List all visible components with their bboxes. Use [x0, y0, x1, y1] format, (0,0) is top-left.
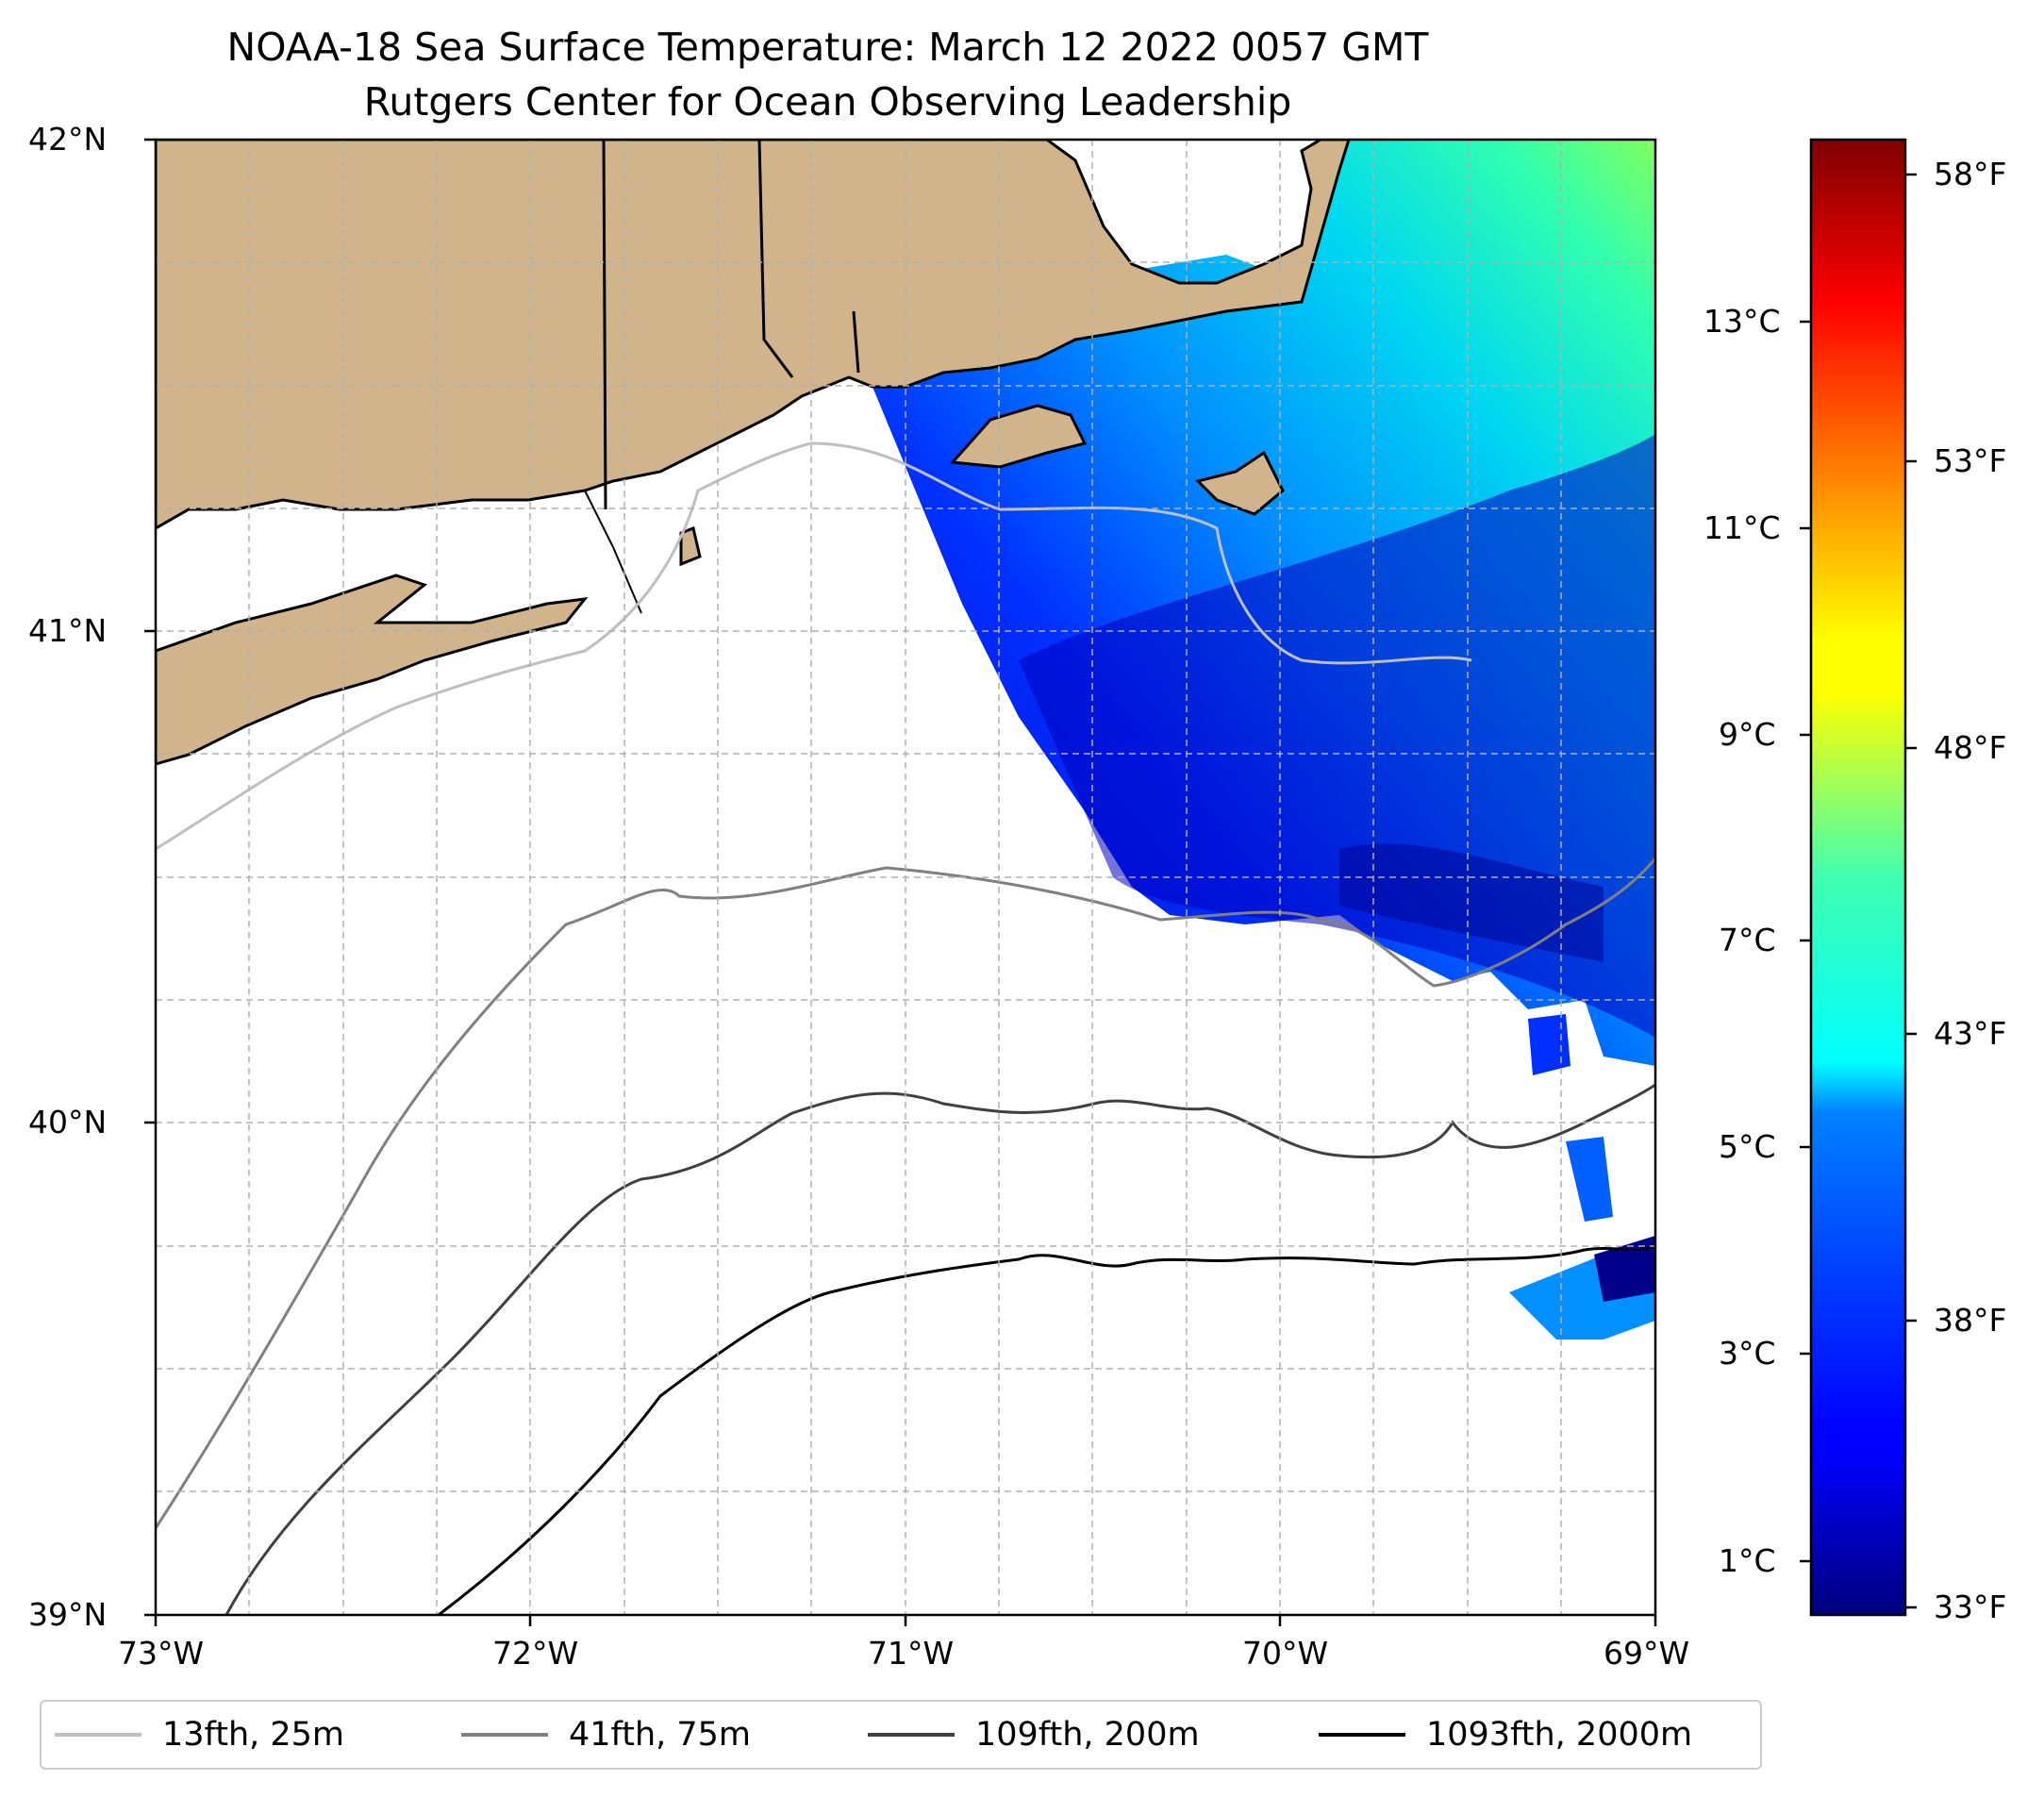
contour-25m — [156, 441, 1472, 851]
land-nantucket — [1195, 450, 1285, 516]
legend-item-75m: 41fth, 75m — [461, 1702, 751, 1768]
contour-75m — [156, 857, 1655, 1529]
colorbar-celsius-label: 11°C — [1703, 509, 1781, 546]
lat-tick-label: 40°N — [28, 1104, 108, 1140]
colorbar — [1809, 138, 1907, 1617]
legend-item-2000m: 1093fth, 2000m — [1319, 1702, 1692, 1768]
colorbar-celsius-label: 5°C — [1719, 1128, 1776, 1165]
legend-swatch-200m — [868, 1733, 955, 1737]
legend-label: 109fth, 200m — [975, 1716, 1200, 1754]
figure-title-line1: NOAA-18 Sea Surface Temperature: March 1… — [226, 25, 1429, 70]
lon-tick-label: 69°W — [1604, 1635, 1690, 1672]
lon-tick-label: 72°W — [492, 1635, 579, 1672]
lat-tick-label: 39°N — [28, 1596, 108, 1633]
legend-swatch-25m — [55, 1733, 141, 1737]
lon-tick-label: 70°W — [1242, 1635, 1329, 1672]
state-border-ct-ri — [757, 140, 794, 378]
lat-tick-label: 42°N — [28, 121, 108, 158]
colorbar-fahrenheit-label: 43°F — [1934, 1015, 2007, 1052]
sst-patch-south-dark — [1594, 1236, 1655, 1302]
colorbar-fahrenheit-label: 48°F — [1934, 729, 2007, 766]
legend-label: 13fth, 25m — [162, 1716, 345, 1754]
contour-200m — [224, 1083, 1655, 1615]
state-border-ny-ct — [602, 140, 607, 510]
colorbar-fahrenheit-label: 58°F — [1934, 156, 2007, 192]
gridlines — [156, 140, 1655, 1615]
sst-patch-east — [1528, 1014, 1570, 1075]
contour-2000m — [438, 1243, 1655, 1615]
legend-item-25m: 13fth, 25m — [55, 1702, 344, 1768]
contour-legend: 13fth, 25m 41fth, 75m 109fth, 200m 1093f… — [40, 1700, 1762, 1770]
colorbar-celsius-label: 9°C — [1719, 716, 1776, 753]
legend-swatch-2000m — [1319, 1733, 1405, 1737]
state-border-ny-nj — [584, 490, 642, 614]
figure-title-line2: Rutgers Center for Ocean Observing Leade… — [363, 79, 1292, 125]
land-block-island — [679, 525, 702, 567]
lon-tick-label: 71°W — [868, 1635, 955, 1672]
land-mainland — [156, 140, 1351, 530]
land-long-island — [156, 574, 589, 766]
legend-item-200m: 109fth, 200m — [868, 1702, 1200, 1768]
sst-patch-southeast — [1566, 1137, 1613, 1222]
colorbar-celsius-label: 3°C — [1719, 1335, 1776, 1372]
colorbar-fahrenheit-label: 53°F — [1934, 442, 2007, 479]
colorbar-celsius-label: 13°C — [1703, 303, 1781, 340]
colorbar-celsius-label: 1°C — [1719, 1542, 1776, 1579]
colorbar-celsius-label: 7°C — [1719, 922, 1776, 958]
colorbar-fahrenheit-label: 33°F — [1934, 1589, 2007, 1625]
legend-label: 1093fth, 2000m — [1426, 1716, 1693, 1754]
axis-ticks — [144, 138, 1657, 1626]
colorbar-ticks — [1800, 173, 1917, 1609]
sst-dark-patch — [1339, 843, 1604, 962]
legend-label: 41fth, 75m — [569, 1716, 752, 1754]
lon-tick-label: 73°W — [118, 1635, 205, 1672]
lat-tick-label: 41°N — [28, 612, 108, 649]
colorbar-fahrenheit-label: 38°F — [1934, 1302, 2007, 1339]
legend-swatch-75m — [461, 1733, 548, 1737]
state-border-ri-ma — [852, 310, 860, 374]
